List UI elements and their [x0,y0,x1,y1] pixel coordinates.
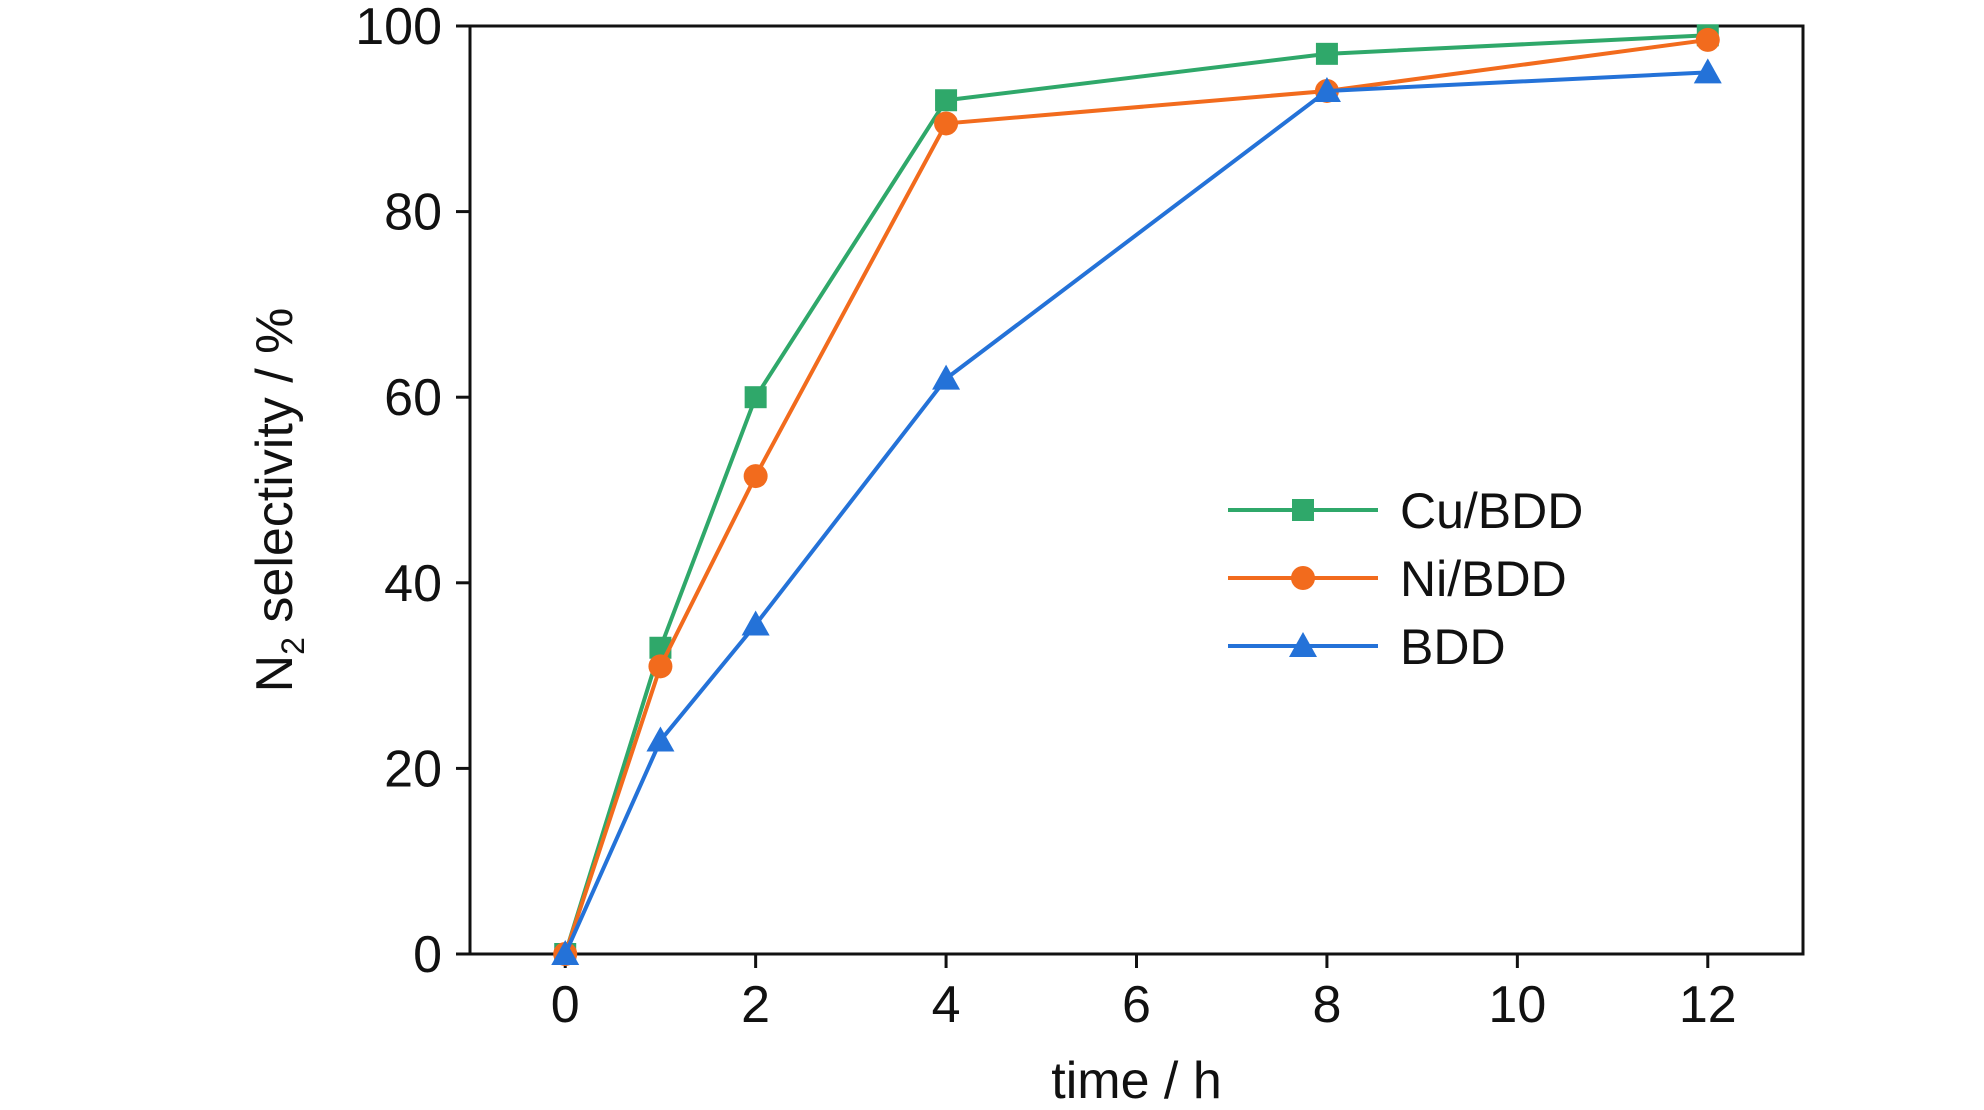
legend-label: BDD [1400,619,1506,675]
series-line-bdd [563,70,1708,955]
legend-label: Ni/BDD [1400,551,1567,607]
x-tick-label: 8 [1312,976,1341,1034]
data-point-cu-bdd [744,386,767,409]
y-tick-label: 60 [384,369,442,427]
data-point-bdd [646,726,675,752]
y-tick-label: 40 [384,555,442,613]
series-bdd [551,58,1722,965]
data-point-bdd [1312,76,1341,102]
series-layer [551,24,1722,966]
data-point-cu-bdd [1315,42,1338,65]
x-tick-label: 0 [551,976,580,1034]
x-tick-label: 6 [1122,976,1151,1034]
data-point-cu-bdd [935,89,958,112]
data-point-bdd [1693,58,1722,84]
y-tick-label: 80 [384,184,442,242]
series-line-cu-bdd [563,33,1708,955]
series-line-ni-bdd [563,37,1709,955]
data-point-bdd [932,364,961,390]
x-tick-label: 10 [1488,976,1546,1034]
y-axis-title: N2 selectivity / % [246,308,311,693]
x-axis-ticks: 0 2 4 6 8 10 12 [551,954,1737,1034]
legend-item-ni-bdd: Ni/BDD [1228,551,1567,607]
legend-marker [1292,499,1314,521]
legend: Cu/BDD Ni/BDD BDD [1228,483,1583,675]
legend-marker [1289,632,1317,657]
data-point-bdd [551,940,580,965]
data-point-bdd [741,610,770,636]
data-point-ni-bdd [934,111,959,136]
x-tick-label: 2 [741,976,770,1034]
legend-item-bdd: BDD [1228,619,1506,675]
legend-item-cu-bdd: Cu/BDD [1228,483,1583,539]
y-tick-label: 100 [355,0,442,56]
y-axis-title-prefix: N [246,655,304,693]
data-point-ni-bdd [1695,27,1720,52]
y-axis-title-subscript: 2 [275,637,311,655]
x-tick-label: 12 [1679,976,1737,1034]
legend-label: Cu/BDD [1400,483,1583,539]
data-point-ni-bdd [743,464,768,489]
plot-area: 0 2 4 6 8 10 12 0 20 40 60 80 100 [355,0,1805,1034]
plot-frame [468,24,1805,956]
y-tick-label: 20 [384,740,442,798]
x-tick-label: 4 [932,976,961,1034]
y-tick-label: 0 [413,926,442,984]
x-axis-title: time / h [1051,1052,1222,1110]
y-axis-ticks: 0 20 40 60 80 100 [355,0,470,984]
legend-marker [1291,566,1315,590]
data-point-ni-bdd [648,654,673,679]
y-axis-title-suffix: selectivity / % [246,308,304,637]
